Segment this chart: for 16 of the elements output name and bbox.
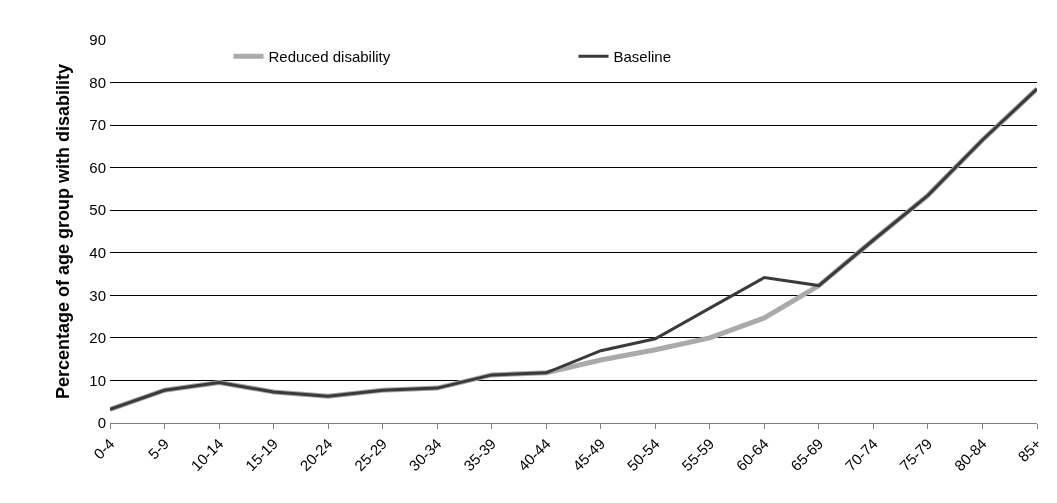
x-tick-label: 0-4 <box>90 434 118 463</box>
x-tick-label: 5-9 <box>144 434 172 463</box>
y-tick-label: 20 <box>89 329 106 347</box>
y-axis-title: Percentage of age group with disability <box>52 63 73 400</box>
y-tick-label: 70 <box>89 116 106 134</box>
y-tick-label: 40 <box>89 244 106 262</box>
legend-label: Baseline <box>613 48 672 66</box>
x-tick-label: 85+ <box>1014 434 1045 465</box>
y-tick-label: 10 <box>89 371 106 389</box>
y-tick-label: 50 <box>89 201 106 219</box>
y-tick-label: 30 <box>89 286 106 304</box>
y-tick-label: 90 <box>89 31 106 49</box>
y-tick-label: 0 <box>97 414 106 432</box>
y-tick-label: 60 <box>89 158 106 176</box>
y-tick-label: 80 <box>89 73 106 91</box>
legend-label: Reduced disability <box>268 48 391 66</box>
